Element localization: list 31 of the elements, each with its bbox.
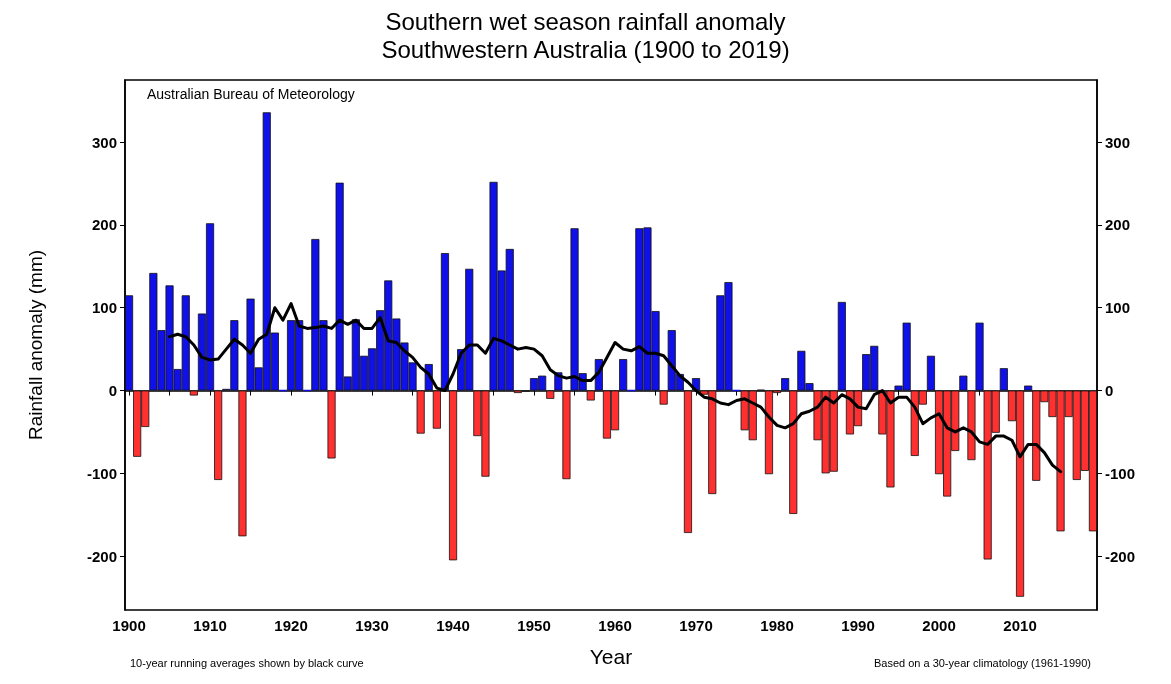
text: Based on a 30-year climatology (1961-1990): [873, 656, 1092, 669]
y-tick-label: -100: [86, 464, 117, 482]
x-tick-label: 1940: [436, 617, 470, 634]
y-tick-label: 100: [91, 299, 117, 317]
x-tick-label: 2010: [1003, 617, 1037, 634]
x-tick-label: 1920: [274, 617, 308, 634]
x-tick-label: 1980: [760, 617, 794, 634]
y-tick-label: 300: [91, 133, 117, 151]
chart-subtitle: Southwestern Australia (1900 to 2019): [381, 35, 790, 63]
x-tick-label: 1930: [355, 617, 389, 634]
y2-tick-label: -200: [1105, 547, 1136, 565]
x-tick-label: 2000: [922, 617, 956, 634]
annotation: Australian Bureau of Meteorology: [147, 86, 355, 102]
x-tick-label: 1990: [841, 617, 875, 634]
y2-tick-label: 300: [1105, 133, 1131, 151]
y-tick-label: 0: [108, 382, 117, 400]
y2-tick-label: 0: [1105, 382, 1114, 400]
x-axis-title: Year: [589, 645, 633, 668]
x-tick-label: 1910: [193, 617, 227, 634]
x-tick-label: 1900: [112, 617, 146, 634]
y2-tick-label: 200: [1105, 216, 1131, 234]
y2-tick-label: -100: [1105, 464, 1136, 482]
x-tick-label: 1970: [679, 617, 713, 634]
chart-title: Southern wet season rainfall anomaly: [385, 7, 786, 35]
text: 10-year running averages shown by black curve: [130, 656, 364, 669]
x-tick-label: 1950: [517, 617, 551, 634]
x-tick-label: 1960: [598, 617, 632, 634]
y-tick-label: -200: [86, 547, 117, 565]
y2-tick-label: 100: [1105, 299, 1131, 317]
y-axis-title: Rainfall anomaly (mm): [25, 249, 46, 441]
y-tick-label: 200: [91, 216, 117, 234]
